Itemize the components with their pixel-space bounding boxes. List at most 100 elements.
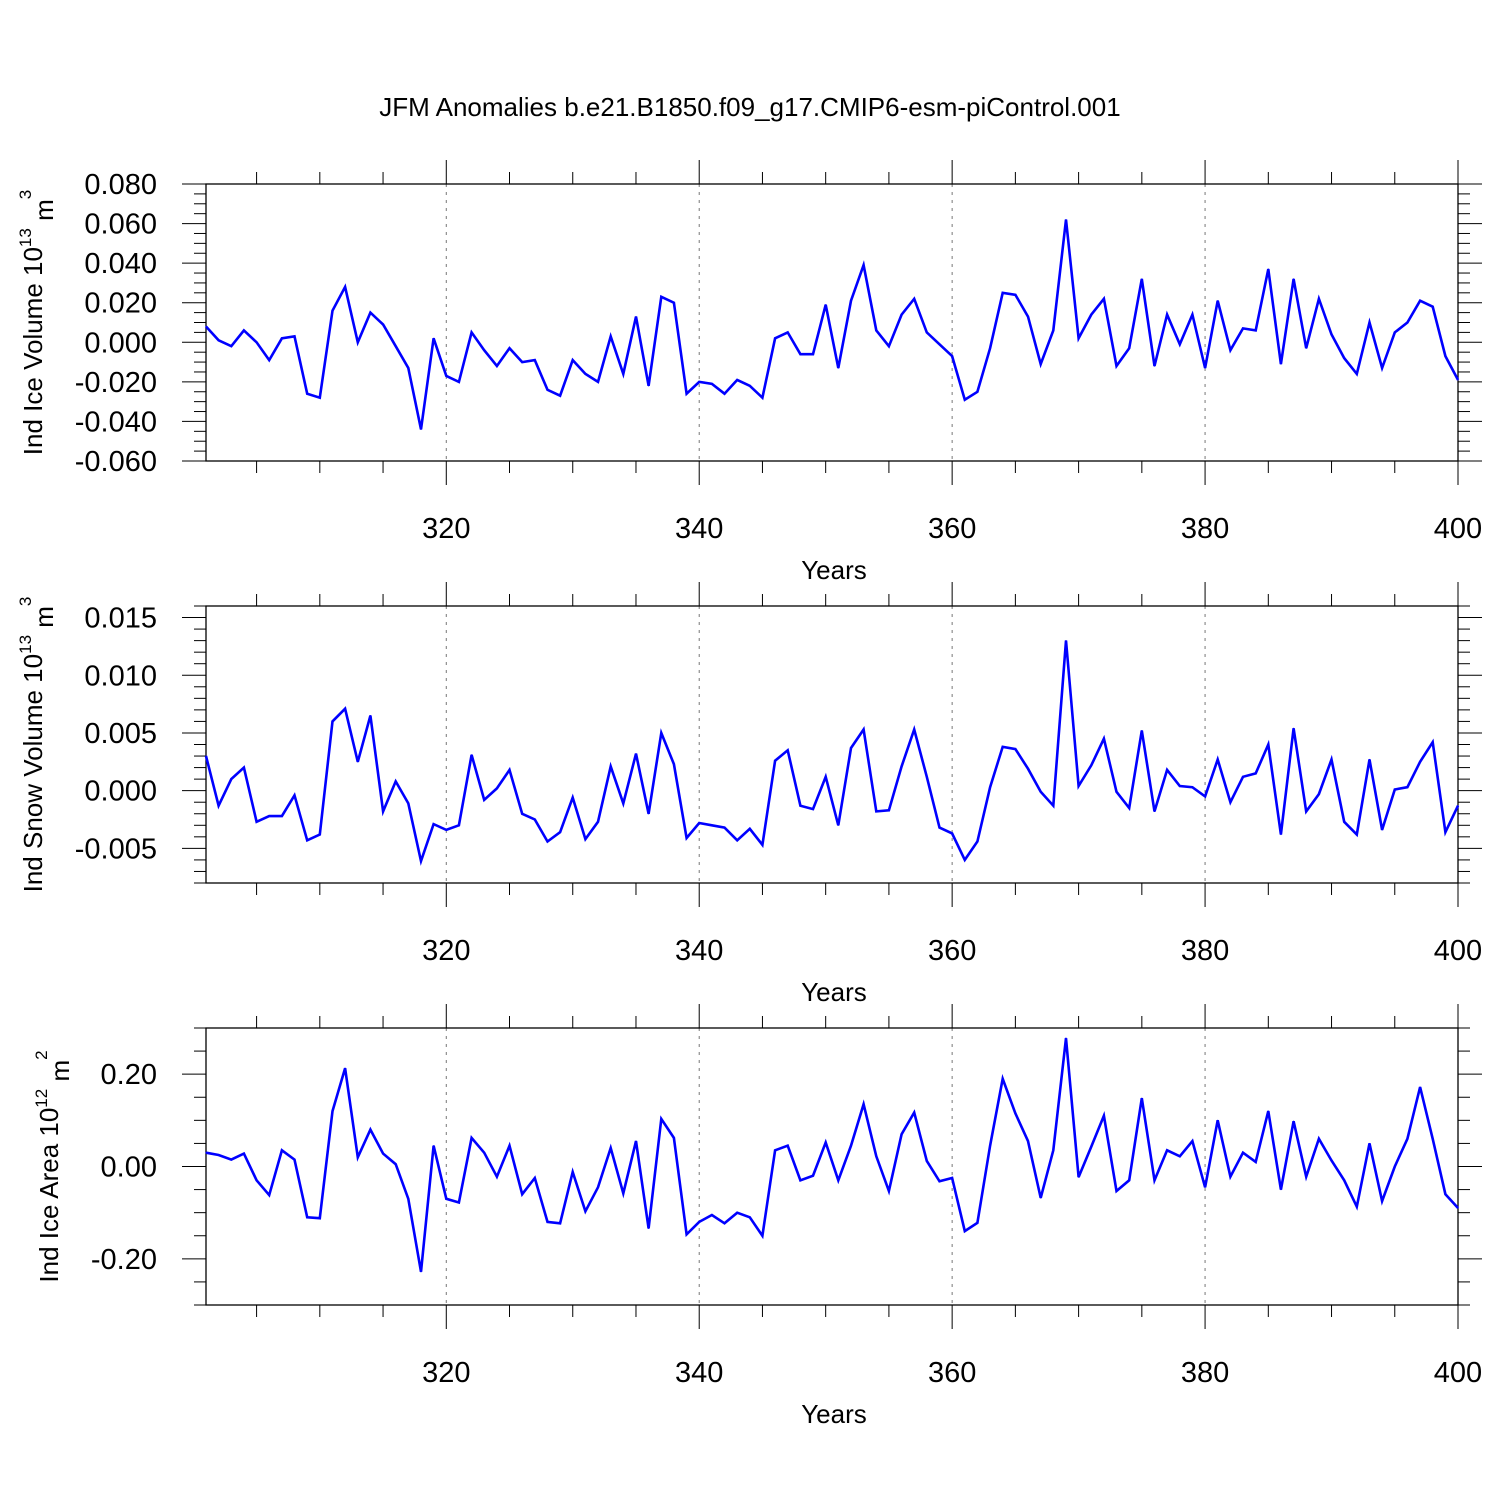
data-point — [1280, 833, 1282, 836]
data-point — [584, 373, 586, 375]
data-point — [1419, 761, 1421, 763]
data-point — [255, 821, 258, 823]
data-point — [723, 1222, 726, 1224]
figure-title: JFM Anomalies b.e21.B1850.f09_g17.CMIP6-… — [379, 92, 1121, 122]
data-point — [673, 302, 675, 304]
data-point — [723, 393, 726, 395]
x-tick-label: 400 — [1434, 935, 1482, 967]
data-point — [875, 810, 877, 813]
y-tick-label: 0.080 — [84, 169, 157, 201]
data-point — [1242, 1152, 1244, 1154]
data-point — [470, 754, 473, 756]
data-point — [1292, 727, 1295, 729]
data-point — [1217, 758, 1219, 761]
data-point — [546, 389, 549, 391]
data-point — [1166, 1149, 1168, 1151]
data-point — [685, 1233, 688, 1235]
data-point — [736, 379, 738, 381]
data-point — [1204, 1186, 1206, 1188]
data-point — [799, 353, 801, 355]
data-point — [1318, 298, 1320, 300]
data-point — [1052, 805, 1054, 807]
data-point — [268, 359, 270, 361]
data-point — [774, 760, 776, 762]
data-point — [1078, 337, 1080, 339]
data-point — [1242, 327, 1244, 330]
data-point — [1330, 758, 1333, 761]
data-point — [926, 1160, 928, 1162]
data-point — [863, 264, 865, 266]
data-point — [1280, 363, 1282, 365]
data-point — [508, 1145, 511, 1147]
data-point — [622, 1192, 624, 1194]
data-point — [521, 361, 523, 363]
data-point — [1040, 1197, 1042, 1199]
data-point — [357, 761, 359, 763]
data-point — [1166, 769, 1168, 771]
data-point — [812, 1175, 814, 1177]
data-point — [1179, 343, 1181, 345]
data-line-ind-snow-volume — [204, 640, 1460, 866]
data-point — [1115, 791, 1118, 793]
data-point — [1141, 730, 1143, 732]
data-point — [470, 331, 473, 333]
y-tick-label: -0.060 — [75, 446, 157, 478]
data-point — [420, 428, 422, 430]
data-point — [964, 859, 966, 861]
data-point — [1394, 788, 1396, 791]
data-point — [1343, 357, 1345, 359]
data-point — [255, 1179, 258, 1181]
data-point — [1166, 313, 1168, 316]
data-point — [787, 749, 789, 751]
data-line-ind-ice-volume — [205, 219, 1460, 430]
data-point — [281, 337, 283, 339]
data-point — [989, 1145, 991, 1147]
data-point — [1090, 1146, 1092, 1148]
data-point — [875, 329, 877, 332]
data-point — [1305, 1176, 1307, 1178]
y-tick-label: 0.010 — [84, 660, 157, 692]
y-tick-label: 0.000 — [84, 327, 157, 359]
data-point — [205, 325, 207, 328]
data-point — [458, 1201, 460, 1204]
data-point — [888, 345, 890, 347]
data-point — [420, 860, 422, 862]
data-point — [711, 383, 713, 385]
data-point — [407, 367, 409, 369]
data-point — [787, 331, 789, 333]
plot-frame — [205, 605, 1459, 884]
data-point — [774, 1149, 776, 1151]
data-point — [293, 335, 296, 337]
data-point — [1040, 791, 1042, 793]
panel-2: -0.005 0.000 0.005 0.010 0.015 320 340 360 380 40… — [16, 582, 1482, 1007]
data-point — [597, 1186, 599, 1188]
data-point — [951, 1177, 953, 1179]
data-point — [938, 827, 941, 829]
data-point — [1103, 1115, 1105, 1117]
data-point — [812, 808, 814, 810]
x-tick-label: 340 — [675, 1357, 723, 1389]
data-point — [1078, 785, 1080, 787]
x-tick-label: 320 — [422, 935, 470, 967]
data-point — [433, 1145, 435, 1147]
y-tick-label: 0.00 — [101, 1152, 157, 1184]
data-point — [900, 1133, 903, 1135]
data-point — [572, 1171, 574, 1173]
data-point — [1381, 1200, 1383, 1202]
data-point — [610, 1147, 612, 1149]
data-point — [1356, 1206, 1358, 1208]
y-axis-label-part: Ind Ice Volume 10 — [18, 247, 48, 455]
data-point — [1002, 292, 1004, 294]
x-tick-label: 360 — [928, 935, 976, 967]
x-tick-label: 400 — [1434, 513, 1482, 545]
data-point — [1065, 1037, 1067, 1039]
data-point — [787, 1145, 789, 1147]
data-point — [1267, 268, 1269, 270]
data-point — [1267, 743, 1269, 746]
data-point — [268, 1194, 270, 1196]
data-point — [1457, 379, 1459, 381]
data-point — [1432, 306, 1434, 308]
data-point — [1002, 746, 1004, 748]
data-line-ind-ice-area — [205, 1038, 1459, 1273]
data-point — [205, 1152, 207, 1154]
